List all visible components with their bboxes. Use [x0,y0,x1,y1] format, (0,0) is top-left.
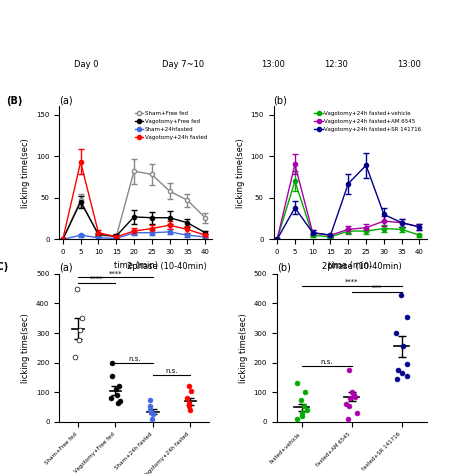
Point [108,394,115,402]
Point [185,383,192,390]
Point [403,360,411,368]
Point [115,383,123,390]
Point [345,366,353,374]
Point [397,291,405,299]
Y-axis label: licking time(sec): licking time(sec) [236,138,245,208]
Legend: Sham+Free fed, Vagotomy+Free fed, Sham+24hfasted, Vagotomy+24h fasted: Sham+Free fed, Vagotomy+Free fed, Sham+2… [133,109,210,142]
Point [115,399,122,406]
Point [399,369,406,377]
Point [345,402,353,410]
Text: 13:00: 13:00 [397,60,421,69]
Point [343,401,350,408]
Point [348,389,356,396]
Point [346,394,354,402]
Point [394,366,402,374]
Point [303,406,311,414]
Point [76,326,84,334]
Point [148,415,156,423]
Point [78,314,86,322]
Point [393,375,401,383]
Legend: Vagotomy+24h fasted+vehicle, Vagotomy+24h fasted+AM 6545, Vagotomy+24h fasted+SR: Vagotomy+24h fasted+vehicle, Vagotomy+24… [312,109,424,134]
Point [403,372,410,380]
Text: ****: **** [90,276,103,282]
Text: (b): (b) [273,96,287,106]
Point [109,359,116,366]
Text: (B): (B) [6,96,22,106]
Text: n.s.: n.s. [165,368,178,374]
Point [75,337,82,344]
Text: (b): (b) [277,262,291,272]
Y-axis label: licking time(sec): licking time(sec) [239,313,248,383]
Point [73,285,81,292]
Point [353,409,360,417]
Text: Day 7~10: Day 7~10 [162,60,204,69]
Point [146,406,154,414]
Point [293,380,301,387]
X-axis label: time (min): time (min) [114,261,158,270]
Point [71,353,79,361]
Point [297,396,305,403]
Point [301,389,309,396]
Point [293,415,301,423]
Point [147,408,155,415]
Text: 2phase (10-40min): 2phase (10-40min) [322,262,401,271]
Point [298,412,305,420]
Text: 13:00: 13:00 [261,60,285,69]
Text: ***: *** [372,285,382,291]
Point [113,385,120,393]
Point [188,387,195,394]
Point [149,410,157,418]
Point [392,329,400,337]
Y-axis label: licking time(sec): licking time(sec) [21,313,30,383]
Point [185,399,192,406]
Point [403,313,410,320]
Point [185,402,193,410]
Point [352,393,359,401]
Point [114,392,121,399]
Point [298,409,306,417]
Text: 12:30: 12:30 [324,60,347,69]
Point [186,406,194,414]
Point [108,372,115,380]
Text: Day 0: Day 0 [74,60,99,69]
Text: 2phase (10-40min): 2phase (10-40min) [127,262,207,271]
Text: (a): (a) [59,262,73,272]
Point [116,397,124,405]
Point [399,343,407,350]
Point [183,394,191,402]
Text: n.s.: n.s. [320,359,333,365]
Text: (a): (a) [59,96,73,106]
X-axis label: time (min): time (min) [328,261,372,270]
Point [345,415,352,423]
Text: (C): (C) [0,262,8,272]
Text: ****: **** [345,279,358,285]
Y-axis label: licking time(sec): licking time(sec) [21,138,30,208]
Point [146,402,154,410]
Point [350,392,357,399]
Text: ****: **** [109,271,122,276]
Point [146,396,154,403]
Point [301,402,308,410]
Text: n.s.: n.s. [128,356,140,362]
